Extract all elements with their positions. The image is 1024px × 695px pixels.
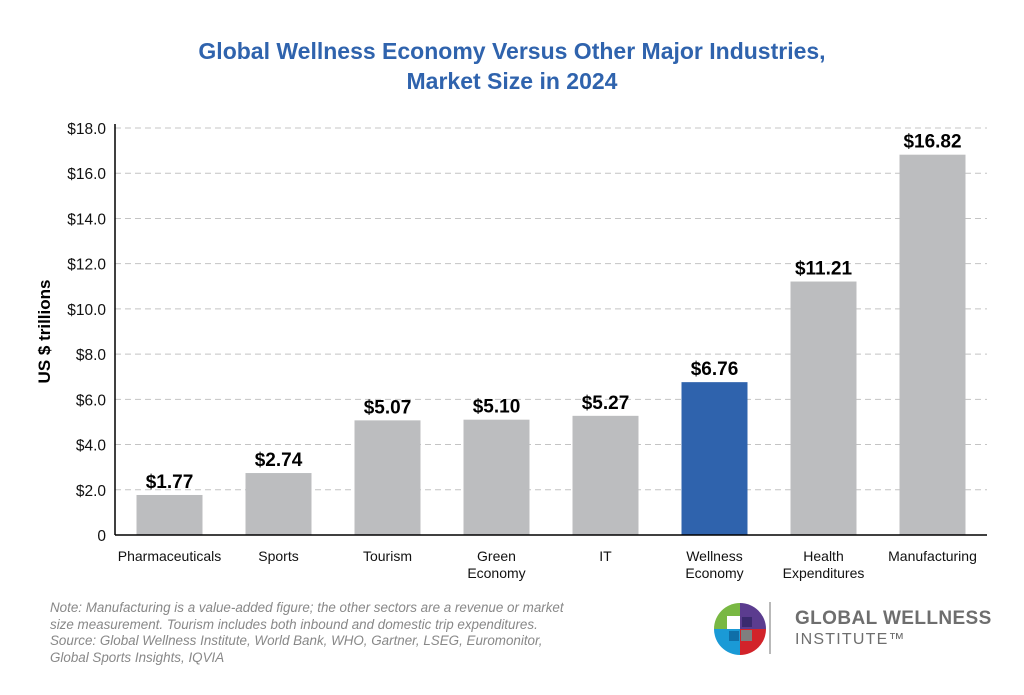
- logo-divider: [769, 602, 771, 654]
- logo-name-line-1: GLOBAL WELLNESS: [795, 608, 992, 629]
- bar: [136, 494, 203, 535]
- y-tick-label: $18.0: [67, 121, 106, 138]
- bar-chart: 0 $2.0 $4.0 $6.0 $8.0 $10.0 $12.0 $14.0 $16.0 $18…: [35, 121, 987, 581]
- chart-note: Note: Manufacturing is a value-added fig…: [50, 600, 690, 666]
- data-label: $2.74: [255, 450, 303, 471]
- y-tick-label: $8.0: [76, 347, 107, 364]
- data-label: $5.07: [364, 397, 412, 418]
- data-label: $16.82: [903, 132, 961, 153]
- data-label: $11.21: [795, 259, 852, 280]
- x-tick-label: Health: [803, 548, 843, 564]
- x-tick-label: Sports: [258, 548, 298, 564]
- x-tick-label: Wellness: [686, 548, 743, 564]
- bar: [572, 415, 639, 535]
- y-axis-title: US $ trillions: [35, 280, 54, 384]
- data-label: $5.10: [473, 397, 521, 418]
- data-label: $6.76: [691, 359, 739, 380]
- y-tick-label: $4.0: [76, 438, 107, 455]
- x-tick-label: Economy: [467, 565, 525, 581]
- x-tick-label: Tourism: [363, 548, 412, 564]
- gwi-logo-icon: [714, 603, 766, 655]
- y-tick-label: 0: [97, 528, 106, 545]
- note-line: Global Sports Insights, IQVIA: [50, 649, 225, 665]
- y-tick-label: $12.0: [67, 257, 106, 274]
- bar: [245, 473, 312, 535]
- x-tick-label: Pharmaceuticals: [118, 548, 222, 564]
- bars: [136, 154, 966, 536]
- note-line: size measurement. Tourism includes both …: [50, 616, 538, 632]
- chart-title-line-2: Market Size in 2024: [406, 68, 618, 94]
- x-tick-label: IT: [599, 548, 612, 564]
- logo-name-line-2: INSTITUTE™: [795, 631, 906, 648]
- y-tick-label: $14.0: [67, 211, 106, 228]
- axes: [114, 124, 987, 536]
- bar: [681, 382, 748, 535]
- bar: [354, 420, 421, 535]
- y-tick-label: $6.0: [76, 392, 107, 409]
- note-line: Source: Global Wellness Institute, World…: [50, 633, 543, 648]
- data-label: $5.27: [582, 393, 630, 414]
- note-line: Note: Manufacturing is a value-added fig…: [50, 600, 564, 615]
- chart-title-line-1: Global Wellness Economy Versus Other Maj…: [198, 38, 826, 64]
- data-label: $1.77: [146, 472, 194, 493]
- x-tick-label: Expenditures: [783, 565, 865, 581]
- labels: 0 $2.0 $4.0 $6.0 $8.0 $10.0 $12.0 $14.0 $16.0 $18…: [35, 121, 977, 581]
- y-tick-label: $10.0: [67, 302, 106, 319]
- y-tick-label: $16.0: [67, 166, 106, 183]
- x-tick-label: Manufacturing: [888, 548, 977, 564]
- bar: [790, 281, 857, 535]
- bar: [463, 419, 530, 535]
- x-tick-label: Green: [477, 548, 516, 564]
- bar: [899, 154, 966, 536]
- y-tick-label: $2.0: [76, 483, 107, 500]
- x-tick-label: Economy: [685, 565, 743, 581]
